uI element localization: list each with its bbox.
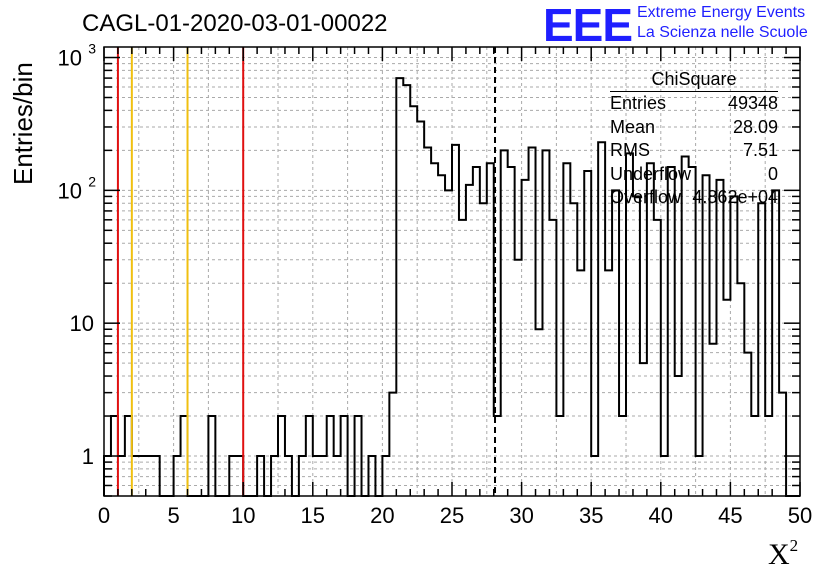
logo-line-1: Extreme Energy Events [637, 4, 806, 21]
x-tick-label: 25 [440, 503, 464, 528]
x-axis-label-base: X [768, 538, 790, 571]
stats-value: 0 [767, 163, 778, 184]
stats-label: RMS [610, 140, 650, 160]
stats-value: 28.09 [732, 116, 778, 137]
stats-row-overflow: Overflow 4.862e+04 [610, 186, 778, 210]
y-tick-label: 10 [70, 311, 94, 336]
y-tick-exponent: 2 [88, 173, 96, 189]
x-tick-label: 20 [370, 503, 394, 528]
x-tick-label: 40 [649, 503, 673, 528]
stats-box: ChiSquare Entries 49348 Mean 28.09 RMS 7.51… [610, 68, 778, 210]
stats-label: Underflow [610, 163, 692, 184]
chart-title: CAGL-01-2020-03-01-00022 [82, 10, 388, 37]
stats-value: 7.51 [742, 140, 778, 160]
x-axis-label: X2 [768, 536, 799, 572]
stats-title: ChiSquare [610, 68, 778, 92]
stats-label: Overflow [610, 187, 682, 207]
stats-label: Entries [610, 93, 667, 113]
y-tick-label: 10 [58, 178, 82, 203]
x-tick-label: 0 [98, 503, 110, 528]
x-tick-label: 15 [301, 503, 325, 528]
stats-label: Mean [610, 116, 656, 137]
x-tick-label: 35 [579, 503, 603, 528]
stats-row-underflow: Underflow 0 [610, 163, 778, 187]
y-tick-exponent: 3 [88, 41, 96, 57]
y-tick-label: 10 [58, 46, 82, 71]
stats-value: 4.862e+04 [692, 187, 778, 207]
x-tick-label: 30 [509, 503, 533, 528]
x-axis-label-exponent: 2 [789, 536, 799, 555]
stats-row-rms: RMS 7.51 [610, 139, 778, 163]
x-tick-label: 10 [231, 503, 255, 528]
x-tick-label: 50 [788, 503, 812, 528]
logo-line-2: La Scienza nelle Scuole [637, 24, 808, 41]
eee-logo: EEE [543, 0, 633, 51]
stats-row-mean: Mean 28.09 [610, 116, 778, 140]
stats-row-entries: Entries 49348 [610, 92, 778, 116]
histogram-series [103, 77, 800, 497]
x-tick-label: 5 [167, 503, 179, 528]
x-tick-label: 45 [718, 503, 742, 528]
y-tick-label: 1 [82, 444, 94, 469]
y-axis-label: Entries/bin [8, 62, 38, 185]
stats-value: 49348 [727, 93, 778, 113]
eee-logo-text: Extreme Energy Events La Scienza nelle S… [637, 3, 808, 43]
